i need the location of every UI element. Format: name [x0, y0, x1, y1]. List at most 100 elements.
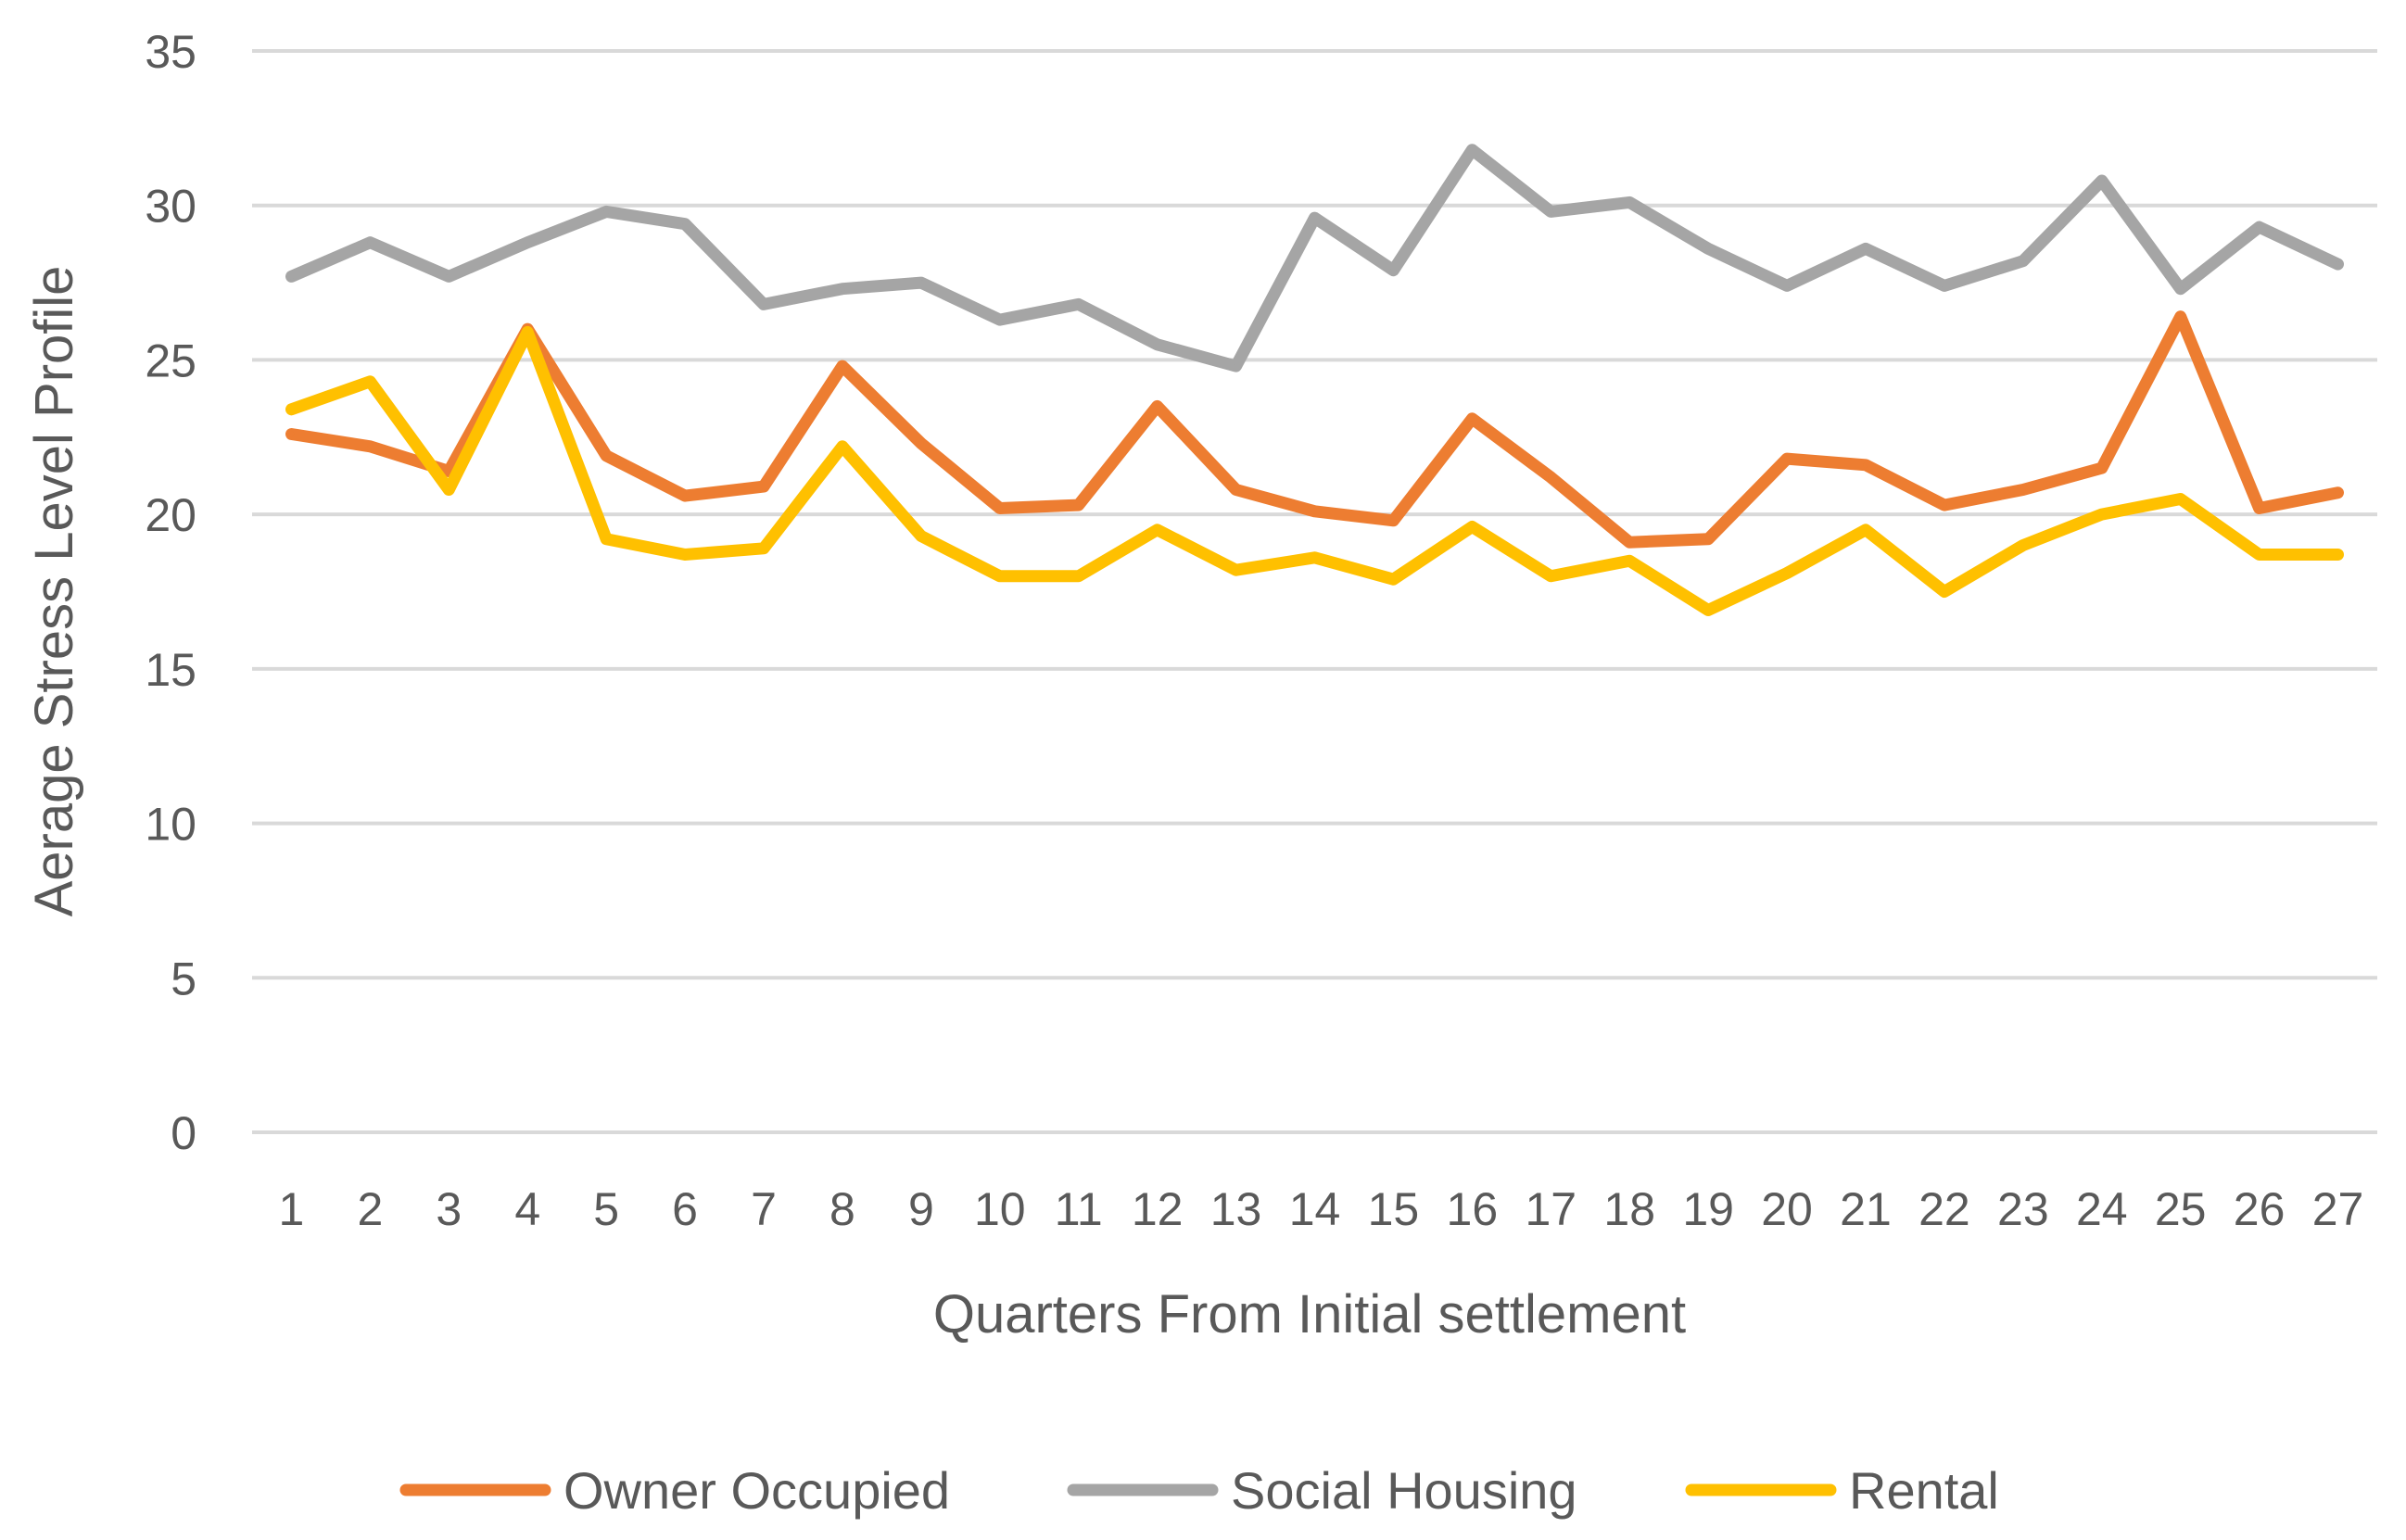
- legend: Owner Occupied Social Housing Rental: [399, 1461, 1999, 1520]
- legend-label-rental: Rental: [1849, 1461, 1999, 1520]
- data-point-social-housing: [1862, 246, 1868, 252]
- data-point-social-housing: [1941, 283, 1947, 289]
- data-point-social-housing: [525, 239, 531, 246]
- data-point-owner-occupied: [2020, 486, 2026, 493]
- series-line-social-housing: [285, 144, 2344, 372]
- data-point-owner-occupied: [1705, 536, 1712, 542]
- x-tick-label: 25: [2155, 1183, 2207, 1235]
- y-tick-label: 15: [145, 644, 196, 696]
- data-point-owner-occupied: [1469, 415, 1475, 422]
- x-tick-label: 15: [1368, 1183, 1420, 1235]
- x-tick-label: 24: [2076, 1183, 2128, 1235]
- data-point-social-housing: [839, 285, 845, 292]
- data-point-rental: [2098, 511, 2105, 518]
- data-point-rental: [2335, 551, 2341, 558]
- data-point-social-housing: [2256, 224, 2262, 231]
- x-tick-label: 11: [1055, 1183, 1103, 1235]
- x-tick-label: 19: [1682, 1183, 1734, 1235]
- x-tick-label: 6: [672, 1183, 698, 1235]
- data-point-social-housing: [2177, 285, 2184, 292]
- data-point-social-housing: [2335, 261, 2341, 268]
- data-point-social-housing: [761, 301, 767, 308]
- data-point-social-housing: [1548, 208, 1554, 215]
- x-tick-label: 26: [2234, 1183, 2286, 1235]
- data-point-owner-occupied: [446, 468, 452, 474]
- data-point-rental: [367, 378, 374, 385]
- data-point-rental: [2256, 551, 2262, 558]
- data-point-owner-occupied: [682, 493, 689, 499]
- x-tick-label: 7: [751, 1183, 777, 1235]
- data-point-rental: [1390, 576, 1397, 583]
- data-point-owner-occupied: [1390, 517, 1397, 524]
- data-point-social-housing: [918, 280, 924, 286]
- data-point-social-housing: [1627, 199, 1633, 206]
- data-point-owner-occupied: [1075, 502, 1082, 509]
- data-point-rental: [1233, 567, 1239, 574]
- data-point-rental: [1627, 558, 1633, 564]
- data-point-owner-occupied: [2335, 489, 2341, 496]
- series-lines: [285, 144, 2344, 616]
- x-tick-label: 18: [1603, 1183, 1655, 1235]
- x-tick-label: 22: [1918, 1183, 1970, 1235]
- y-tick-label: 20: [145, 489, 196, 541]
- data-point-social-housing: [1233, 363, 1239, 370]
- data-point-social-housing: [367, 239, 374, 246]
- x-tick-label: 21: [1840, 1183, 1892, 1235]
- y-axis-title: Aerage Stress Level Profile: [24, 266, 84, 917]
- data-point-social-housing: [996, 317, 1003, 323]
- x-tick-label: 27: [2312, 1183, 2364, 1235]
- data-point-owner-occupied: [1233, 486, 1239, 493]
- x-tick-label: 14: [1289, 1183, 1341, 1235]
- data-point-rental: [1705, 607, 1712, 613]
- data-point-rental: [761, 545, 767, 551]
- data-point-rental: [1784, 570, 1791, 576]
- x-tick-label: 3: [436, 1183, 462, 1235]
- data-point-owner-occupied: [288, 431, 295, 437]
- data-point-rental: [918, 533, 924, 539]
- data-point-owner-occupied: [367, 443, 374, 449]
- x-tick-label: 10: [974, 1183, 1026, 1235]
- data-point-rental: [525, 329, 531, 335]
- data-point-rental: [1548, 573, 1554, 579]
- data-point-social-housing: [1075, 301, 1082, 308]
- data-point-owner-occupied: [2177, 313, 2184, 320]
- data-point-social-housing: [1784, 283, 1791, 289]
- data-point-owner-occupied: [2256, 505, 2262, 511]
- data-point-social-housing: [288, 273, 295, 280]
- data-point-owner-occupied: [839, 363, 845, 370]
- x-tick-label: 16: [1447, 1183, 1499, 1235]
- data-point-rental: [1469, 524, 1475, 530]
- x-tick-label: 8: [829, 1183, 855, 1235]
- data-point-rental: [2177, 496, 2184, 502]
- legend-label-owner-occupied: Owner Occupied: [564, 1461, 950, 1520]
- data-point-owner-occupied: [1311, 508, 1318, 514]
- data-point-owner-occupied: [603, 452, 610, 459]
- data-point-rental: [1075, 573, 1082, 579]
- data-point-owner-occupied: [1941, 502, 1947, 509]
- x-tick-label: 5: [593, 1183, 619, 1235]
- y-tick-label: 35: [145, 26, 196, 78]
- data-point-social-housing: [1154, 341, 1160, 347]
- x-tick-label: 23: [1997, 1183, 2049, 1235]
- data-point-rental: [1311, 554, 1318, 561]
- x-tick-label: 12: [1132, 1183, 1184, 1235]
- data-point-owner-occupied: [1862, 461, 1868, 468]
- x-tick-label: 2: [357, 1183, 383, 1235]
- data-point-social-housing: [1390, 267, 1397, 273]
- data-point-owner-occupied: [1154, 403, 1160, 410]
- y-tick-label: 0: [171, 1107, 196, 1159]
- data-point-social-housing: [2020, 258, 2026, 264]
- x-tick-label: 1: [279, 1183, 305, 1235]
- y-tick-label: 5: [171, 953, 196, 1004]
- data-point-rental: [446, 486, 452, 493]
- data-point-rental: [1941, 588, 1947, 595]
- data-point-owner-occupied: [918, 440, 924, 447]
- x-tick-label: 17: [1525, 1183, 1577, 1235]
- y-tick-label: 10: [145, 799, 196, 851]
- data-point-owner-occupied: [2098, 465, 2105, 472]
- data-point-owner-occupied: [1627, 539, 1633, 546]
- data-point-social-housing: [682, 221, 689, 227]
- data-point-owner-occupied: [1548, 474, 1554, 481]
- data-point-rental: [288, 406, 295, 412]
